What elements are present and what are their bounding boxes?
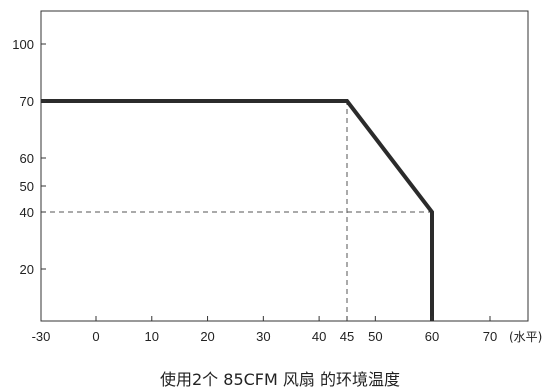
series-line-1	[41, 99, 434, 321]
y-tick-label: 100	[12, 37, 34, 52]
x-axis-ticks: -30 0 10 20 30 40 45 50 60 70	[32, 316, 497, 344]
x-tick-label: 70	[483, 329, 497, 344]
y-tick-label: 20	[20, 262, 34, 277]
x-tick-label: 50	[368, 329, 382, 344]
chart-caption: 使用2个 85CFM 风扇 的环境温度	[160, 370, 400, 389]
x-tick-label: 20	[200, 329, 214, 344]
y-tick-label: 50	[20, 179, 34, 194]
y-tick-label: 60	[20, 151, 34, 166]
y-axis-ticks: 20 40 50 60 70 100	[12, 37, 46, 277]
y-tick-label: 40	[20, 205, 34, 220]
x-tick-label: 40	[312, 329, 326, 344]
x-tick-label: 45	[340, 329, 354, 344]
x-axis-unit-label: (水平)	[509, 330, 542, 344]
series-layer	[41, 99, 434, 321]
reference-lines	[41, 101, 432, 321]
x-tick-label: 60	[425, 329, 439, 344]
x-tick-label: 30	[256, 329, 270, 344]
x-tick-label: -30	[32, 329, 51, 344]
y-tick-label: 70	[20, 94, 34, 109]
plot-frame	[40, 10, 529, 322]
x-tick-label: 10	[145, 329, 159, 344]
x-tick-label: 0	[92, 329, 99, 344]
